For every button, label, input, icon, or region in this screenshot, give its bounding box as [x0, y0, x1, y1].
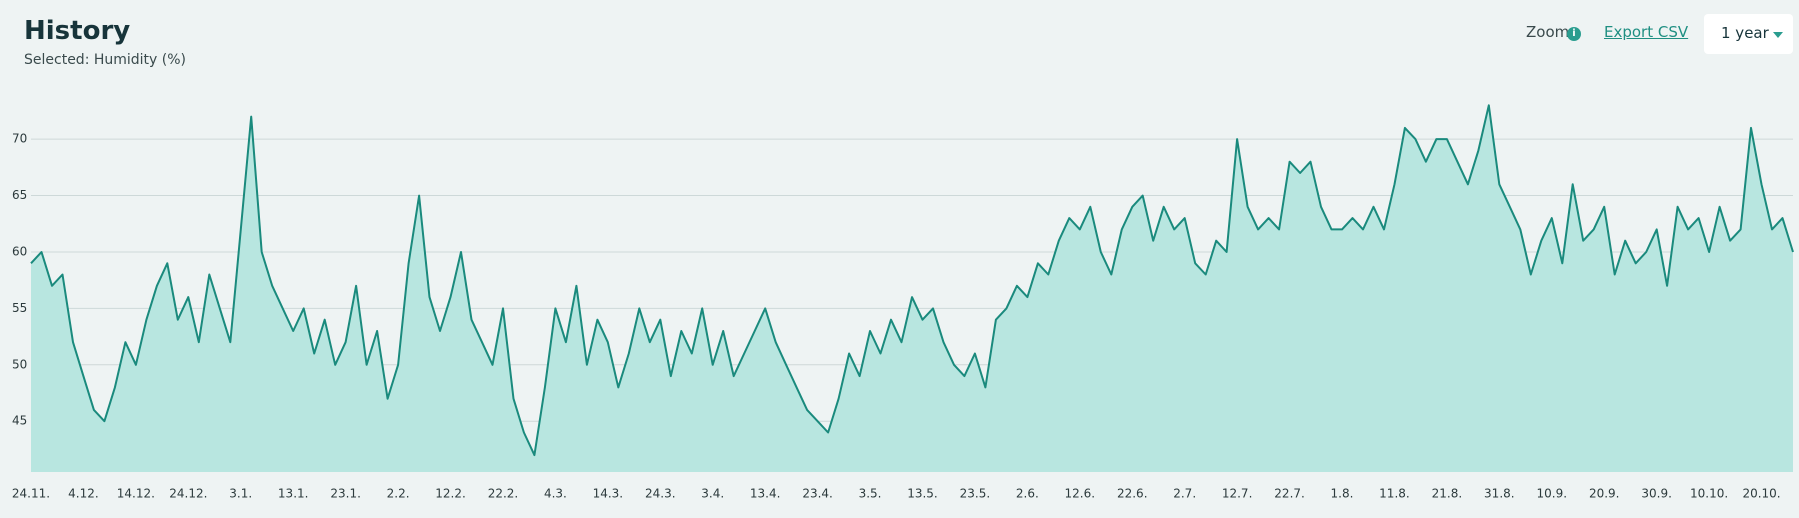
- chart-subtitle: Selected: Humidity (%): [24, 52, 187, 68]
- x-tick-label: 23.1.: [330, 487, 361, 501]
- x-tick-label: 2.7.: [1173, 487, 1196, 501]
- x-tick-label: 21.8.: [1432, 487, 1463, 501]
- x-tick-label: 20.10.: [1742, 487, 1780, 501]
- zoom-label: Zoom: [1526, 23, 1570, 41]
- y-tick-label: 60: [12, 244, 27, 258]
- x-tick-label: 13.4.: [750, 487, 781, 501]
- chart-title: History: [24, 16, 131, 46]
- x-tick-label: 22.2.: [488, 487, 519, 501]
- x-tick-label: 3.5.: [859, 487, 882, 501]
- x-tick-label: 24.12.: [169, 487, 207, 501]
- x-tick-label: 10.10.: [1690, 487, 1728, 501]
- export-link[interactable]: Export CSV: [1604, 23, 1689, 41]
- y-tick-label: 70: [12, 132, 27, 146]
- x-tick-label: 4.12.: [68, 487, 99, 501]
- x-tick-label: 3.4.: [701, 487, 724, 501]
- x-tick-label: 12.6.: [1065, 487, 1096, 501]
- x-tick-label: 3.1.: [229, 487, 252, 501]
- x-tick-label: 2.6.: [1016, 487, 1039, 501]
- x-tick-label: 1.8.: [1331, 487, 1354, 501]
- range-label: 1 year: [1721, 24, 1769, 42]
- x-tick-label: 12.2.: [435, 487, 466, 501]
- line: [30, 104, 1794, 457]
- y-tick-label: 65: [12, 188, 27, 202]
- x-tick-label: 11.8.: [1379, 487, 1410, 501]
- x-tick-label: 13.5.: [907, 487, 938, 501]
- x-tick-label: 12.7.: [1222, 487, 1253, 501]
- range-dropdown[interactable]: 1 year: [1704, 14, 1793, 54]
- x-tick-label: 30.9.: [1641, 487, 1672, 501]
- caret: [1773, 32, 1783, 38]
- y-tick-label: 45: [12, 414, 27, 428]
- x-tick-label: 14.3.: [593, 487, 624, 501]
- x-tick-label: 2.2.: [387, 487, 410, 501]
- x-tick-label: 22.7.: [1274, 487, 1305, 501]
- x-tick-label: 14.12.: [117, 487, 155, 501]
- y-tick-label: 55: [12, 301, 27, 315]
- x-tick-label: 24.11.: [12, 487, 50, 501]
- x-tick-label: 23.4.: [802, 487, 833, 501]
- info-icon[interactable]: i: [1567, 27, 1581, 41]
- x-tick-label: 31.8.: [1484, 487, 1515, 501]
- x-tick-label: 13.1.: [278, 487, 309, 501]
- x-tick-label: 4.3.: [544, 487, 567, 501]
- x-tick-label: 22.6.: [1117, 487, 1148, 501]
- x-tick-label: 23.5.: [960, 487, 991, 501]
- x-tick-label: 24.3.: [645, 487, 676, 501]
- area: [31, 105, 1793, 473]
- x-tick-label: 10.9.: [1537, 487, 1568, 501]
- y-tick-label: 50: [12, 357, 27, 371]
- x-tick-label: 20.9.: [1589, 487, 1620, 501]
